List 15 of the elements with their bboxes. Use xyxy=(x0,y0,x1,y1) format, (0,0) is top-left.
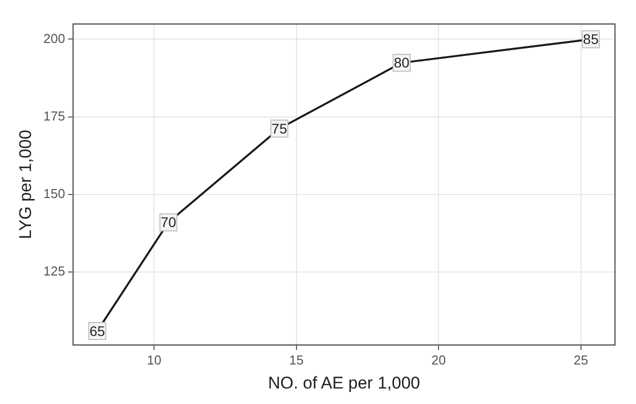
annotation: 80 xyxy=(394,54,410,71)
annotation: 85 xyxy=(583,31,599,48)
x-tick-label: 20 xyxy=(431,352,446,368)
y-axis-title: LYG per 1,000 xyxy=(16,130,35,240)
x-tick-label: 15 xyxy=(289,352,304,368)
annotation: 75 xyxy=(272,120,288,136)
y-tick-label: 200 xyxy=(43,30,66,46)
y-tick-label: 150 xyxy=(43,186,66,202)
x-axis-title: NO. of AE per 1,000 xyxy=(268,373,420,392)
x-tick-label: 10 xyxy=(146,352,162,368)
x-tick-label: 25 xyxy=(574,352,588,368)
annotation: 65 xyxy=(89,322,106,339)
annotation: 70 xyxy=(160,214,176,230)
y-tick-label: 175 xyxy=(43,108,66,124)
y-tick-label: 125 xyxy=(43,264,66,279)
